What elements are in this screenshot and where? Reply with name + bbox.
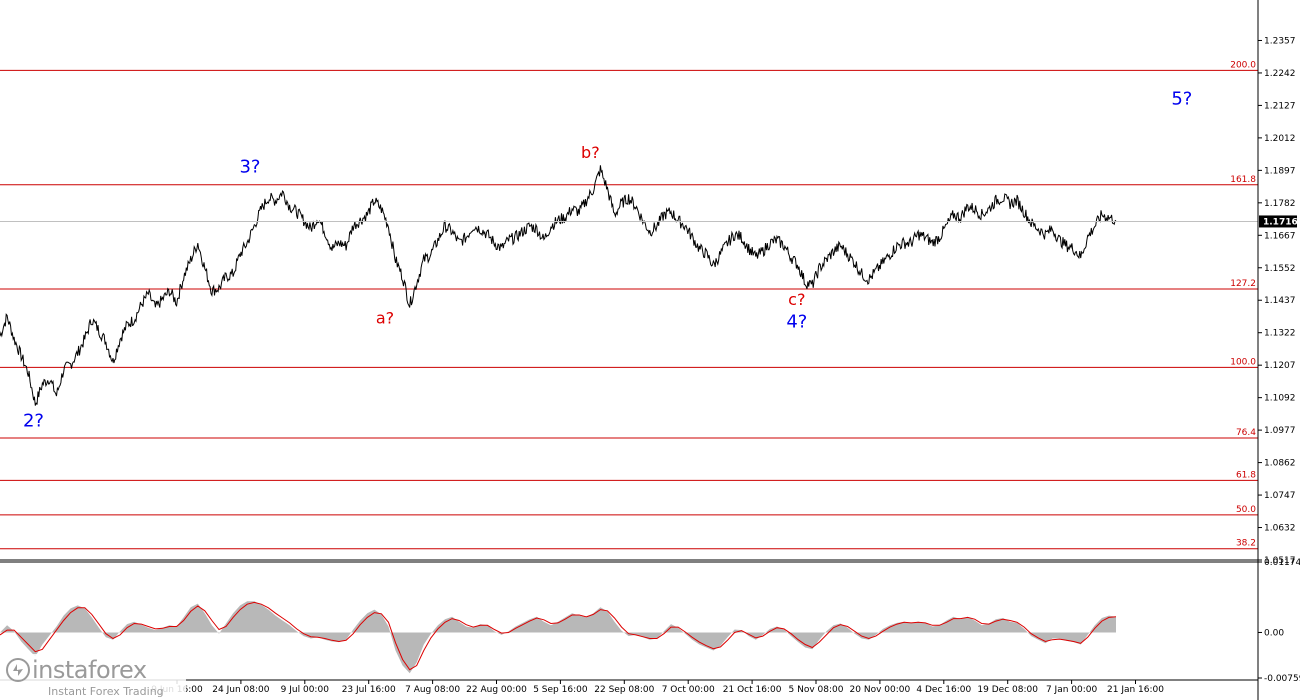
time-tick-label: 7 Oct 00:00 [662, 685, 715, 695]
wave-label: 4? [786, 312, 807, 333]
current-price-badge [1259, 215, 1297, 228]
wave-label: 2? [23, 410, 44, 431]
time-tick-label: 22 Aug 00:00 [466, 685, 527, 695]
fibonacci-levels: 200.0 161.8 127.2 100.0 76.4 61.8 50.0 38.2 [0, 60, 1258, 550]
osc-tick-label: -0.00759 [1264, 674, 1300, 684]
price-tick-label: 1.0632 [1264, 524, 1296, 534]
instaforex-logo-icon [6, 658, 30, 682]
time-tick-label: 24 Jun 08:00 [212, 685, 269, 695]
time-tick-label: 7 Jan 00:00 [1046, 685, 1098, 695]
time-tick-label: 23 Jul 16:00 [342, 685, 396, 695]
oscillator-histogram [0, 601, 1116, 674]
price-tick-label: 1.0862 [1264, 459, 1296, 469]
time-tick-label: 21 Jan 16:00 [1107, 685, 1164, 695]
price-tick-label: 1.0517 [1264, 556, 1296, 566]
price-tick-label: 1.1667 [1264, 231, 1296, 241]
fib-level-label: 50.0 [1236, 505, 1256, 515]
instaforex-watermark: instaforex Instant Forex Trading [0, 654, 186, 700]
price-tick-label: 1.2012 [1264, 134, 1296, 144]
wave-label: b? [581, 143, 600, 162]
fib-level-label: 161.8 [1230, 175, 1256, 185]
fib-level-label: 38.2 [1236, 539, 1256, 549]
wave-labels: 2? 3? a? b? c? 4? 5? [23, 89, 1192, 432]
wave-label: c? [788, 290, 805, 309]
watermark-brand: instaforex [32, 656, 147, 684]
price-tick-label: 1.1897 [1264, 166, 1296, 176]
fib-level-label: 127.2 [1230, 279, 1256, 289]
current-price-label: 1.1716 [1263, 217, 1298, 227]
time-tick-label: 19 Dec 08:00 [977, 685, 1038, 695]
wave-label: 5? [1171, 89, 1192, 110]
fib-level-label: 61.8 [1236, 470, 1256, 480]
time-tick-label: 22 Sep 08:00 [594, 685, 654, 695]
price-tick-label: 1.1092 [1264, 394, 1296, 404]
price-tick-label: 1.0977 [1264, 426, 1296, 436]
price-tick-label: 1.2242 [1264, 69, 1296, 79]
time-tick-label: 5 Nov 08:00 [789, 685, 844, 695]
time-tick-label: 20 Nov 00:00 [850, 685, 911, 695]
fib-level-label: 100.0 [1230, 357, 1256, 367]
price-tick-label: 1.1207 [1264, 361, 1296, 371]
price-tick-label: 1.1552 [1264, 264, 1296, 274]
time-tick-label: 9 Jul 00:00 [281, 685, 330, 695]
osc-tick-label: 0.00 [1264, 628, 1284, 638]
price-line [0, 165, 1117, 406]
fib-level-label: 200.0 [1230, 60, 1256, 70]
time-tick-label: 21 Oct 16:00 [723, 685, 782, 695]
time-tick-label: 4 Dec 16:00 [916, 685, 971, 695]
wave-label: a? [376, 308, 394, 327]
price-tick-label: 1.2127 [1264, 101, 1296, 111]
price-tick-label: 1.1437 [1264, 296, 1296, 306]
osc-tick-label: 0.01174 [1264, 558, 1300, 568]
oscillator-signal-line [0, 601, 1117, 671]
price-tick-label: 1.2357 [1264, 36, 1296, 46]
time-tick-label: 7 Aug 08:00 [405, 685, 460, 695]
price-series [0, 165, 1258, 406]
fib-level-label: 76.4 [1236, 428, 1256, 438]
oscillator-series [0, 601, 1117, 674]
price-tick-label: 1.1782 [1264, 199, 1296, 209]
watermark-tagline: Instant Forex Trading [48, 685, 164, 698]
time-tick-label: 5 Sep 16:00 [533, 685, 588, 695]
price-tick-label: 1.0747 [1264, 491, 1296, 501]
wave-label: 3? [239, 156, 260, 177]
price-tick-label: 1.1322 [1264, 329, 1296, 339]
